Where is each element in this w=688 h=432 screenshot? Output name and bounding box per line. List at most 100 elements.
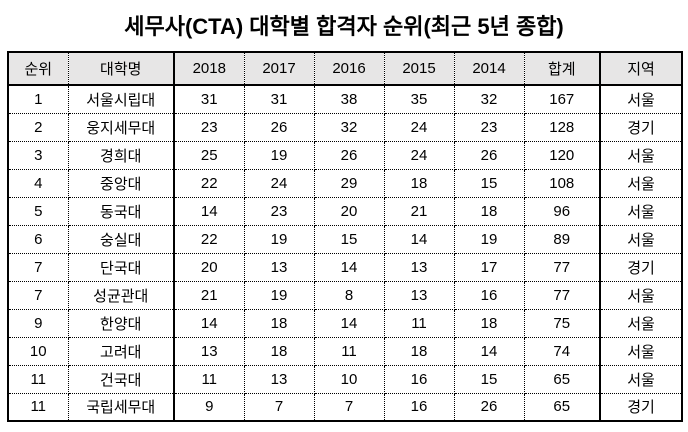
year-value-cell: 25 xyxy=(173,140,245,170)
year-value-cell: 20 xyxy=(173,252,245,282)
year-value-cell: 8 xyxy=(313,280,385,310)
region-cell: 서울 xyxy=(599,224,683,254)
table-row: 10 고려대 13 18 11 18 14 74 서울 xyxy=(7,336,683,366)
year-value-cell: 31 xyxy=(243,84,315,114)
university-cell: 단국대 xyxy=(67,252,175,282)
rank-cell: 9 xyxy=(7,308,69,338)
year-value-cell: 26 xyxy=(453,140,525,170)
year-value-cell: 21 xyxy=(173,280,245,310)
rank-cell: 3 xyxy=(7,140,69,170)
region-cell: 경기 xyxy=(599,112,683,142)
year-value-cell: 38 xyxy=(313,84,385,114)
column-header-total: 합계 xyxy=(523,51,601,86)
year-value-cell: 16 xyxy=(453,280,525,310)
region-cell: 서울 xyxy=(599,84,683,114)
rank-cell: 11 xyxy=(7,392,69,422)
year-value-cell: 32 xyxy=(313,112,385,142)
total-cell: 108 xyxy=(523,168,601,198)
year-value-cell: 26 xyxy=(243,112,315,142)
column-header-rank: 순위 xyxy=(7,51,69,86)
year-value-cell: 24 xyxy=(383,140,455,170)
total-cell: 89 xyxy=(523,224,601,254)
year-value-cell: 18 xyxy=(243,336,315,366)
year-value-cell: 18 xyxy=(383,168,455,198)
ranking-table: 순위 대학명 2018 2017 2016 2015 2014 합계 지역 1 … xyxy=(7,51,683,422)
column-header-2015: 2015 xyxy=(383,51,455,86)
region-cell: 서울 xyxy=(599,140,683,170)
year-value-cell: 15 xyxy=(313,224,385,254)
year-value-cell: 19 xyxy=(243,224,315,254)
column-header-2018: 2018 xyxy=(173,51,245,86)
column-header-region: 지역 xyxy=(599,51,683,86)
region-cell: 서울 xyxy=(599,308,683,338)
year-value-cell: 32 xyxy=(453,84,525,114)
year-value-cell: 14 xyxy=(313,252,385,282)
region-cell: 서울 xyxy=(599,364,683,394)
year-value-cell: 17 xyxy=(453,252,525,282)
region-cell: 서울 xyxy=(599,280,683,310)
year-value-cell: 22 xyxy=(173,224,245,254)
rank-cell: 5 xyxy=(7,196,69,226)
university-cell: 한양대 xyxy=(67,308,175,338)
year-value-cell: 18 xyxy=(383,336,455,366)
column-header-2017: 2017 xyxy=(243,51,315,86)
table-row: 7 단국대 20 13 14 13 17 77 경기 xyxy=(7,252,683,282)
year-value-cell: 14 xyxy=(173,196,245,226)
year-value-cell: 26 xyxy=(453,392,525,422)
year-value-cell: 23 xyxy=(243,196,315,226)
year-value-cell: 14 xyxy=(313,308,385,338)
year-value-cell: 16 xyxy=(383,392,455,422)
region-cell: 경기 xyxy=(599,252,683,282)
rank-cell: 4 xyxy=(7,168,69,198)
table-row: 1 서울시립대 31 31 38 35 32 167 서울 xyxy=(7,84,683,114)
year-value-cell: 14 xyxy=(173,308,245,338)
year-value-cell: 19 xyxy=(243,140,315,170)
table-row: 9 한양대 14 18 14 11 18 75 서울 xyxy=(7,308,683,338)
page-title: 세무사(CTA) 대학별 합격자 순위(최근 5년 종합) xyxy=(124,14,564,39)
total-cell: 65 xyxy=(523,364,601,394)
total-cell: 75 xyxy=(523,308,601,338)
header-row: 순위 대학명 2018 2017 2016 2015 2014 합계 지역 xyxy=(7,51,683,86)
region-cell: 서울 xyxy=(599,196,683,226)
year-value-cell: 23 xyxy=(173,112,245,142)
university-cell: 숭실대 xyxy=(67,224,175,254)
table-row: 6 숭실대 22 19 15 14 19 89 서울 xyxy=(7,224,683,254)
column-header-2016: 2016 xyxy=(313,51,385,86)
year-value-cell: 20 xyxy=(313,196,385,226)
university-cell: 건국대 xyxy=(67,364,175,394)
year-value-cell: 26 xyxy=(313,140,385,170)
university-cell: 중앙대 xyxy=(67,168,175,198)
university-cell: 동국대 xyxy=(67,196,175,226)
table-row: 5 동국대 14 23 20 21 18 96 서울 xyxy=(7,196,683,226)
total-cell: 65 xyxy=(523,392,601,422)
year-value-cell: 22 xyxy=(173,168,245,198)
year-value-cell: 18 xyxy=(453,308,525,338)
year-value-cell: 7 xyxy=(243,392,315,422)
year-value-cell: 24 xyxy=(243,168,315,198)
university-cell: 경희대 xyxy=(67,140,175,170)
year-value-cell: 15 xyxy=(453,168,525,198)
rank-cell: 1 xyxy=(7,84,69,114)
total-cell: 120 xyxy=(523,140,601,170)
university-cell: 성균관대 xyxy=(67,280,175,310)
column-header-2014: 2014 xyxy=(453,51,525,86)
table-row: 2 웅지세무대 23 26 32 24 23 128 경기 xyxy=(7,112,683,142)
total-cell: 167 xyxy=(523,84,601,114)
year-value-cell: 13 xyxy=(173,336,245,366)
year-value-cell: 13 xyxy=(243,252,315,282)
year-value-cell: 13 xyxy=(243,364,315,394)
rank-cell: 2 xyxy=(7,112,69,142)
year-value-cell: 13 xyxy=(383,280,455,310)
university-cell: 웅지세무대 xyxy=(67,112,175,142)
year-value-cell: 14 xyxy=(383,224,455,254)
rank-cell: 11 xyxy=(7,364,69,394)
year-value-cell: 14 xyxy=(453,336,525,366)
table-row: 11 건국대 11 13 10 16 15 65 서울 xyxy=(7,364,683,394)
year-value-cell: 24 xyxy=(383,112,455,142)
year-value-cell: 18 xyxy=(453,196,525,226)
year-value-cell: 23 xyxy=(453,112,525,142)
region-cell: 서울 xyxy=(599,168,683,198)
year-value-cell: 19 xyxy=(453,224,525,254)
year-value-cell: 19 xyxy=(243,280,315,310)
